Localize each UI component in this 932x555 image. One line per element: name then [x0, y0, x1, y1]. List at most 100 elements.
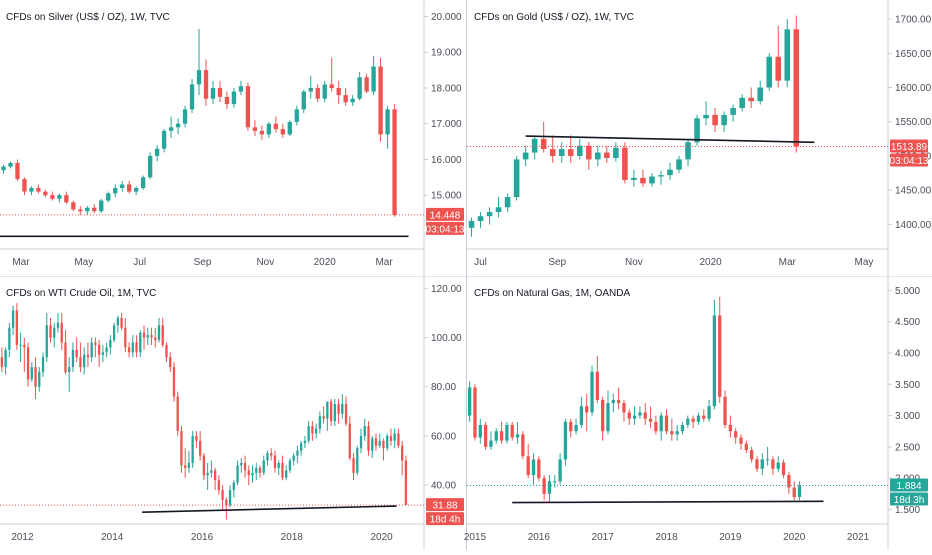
time-scale[interactable]: 2012 2014 2016 2018 2020	[11, 532, 393, 543]
panel-natural-gas[interactable]: CFDs on Natural Gas, 1M, OANDA 1.5002.00…	[464, 277, 928, 550]
candle-up	[139, 332, 142, 353]
price-scale[interactable]: 1400.001450.001500.001550.001600.001650.…	[888, 15, 932, 231]
candle-down	[127, 184, 132, 192]
time-tick-label: Sep	[194, 257, 212, 268]
candle-up	[182, 109, 188, 124]
candle-up	[468, 220, 475, 228]
overlays	[467, 135, 888, 147]
candle-down	[748, 97, 754, 102]
candle-down	[392, 109, 397, 215]
candle-up	[495, 207, 502, 213]
candle-up	[38, 371, 41, 387]
candle-up	[694, 118, 700, 143]
candle-up	[8, 327, 11, 350]
countdown-label: 03:04:13	[890, 156, 929, 167]
candle-up	[676, 159, 682, 170]
time-scale[interactable]: 2015 2016 2017 2018 2019 2020 2021	[464, 532, 870, 543]
candle-down	[247, 470, 250, 476]
candle-down	[22, 179, 27, 192]
time-tick-label: May	[74, 257, 93, 268]
candle-down	[378, 66, 383, 135]
candle-up	[68, 367, 71, 372]
candle-down	[712, 114, 718, 126]
time-tick-label: 2017	[592, 532, 615, 543]
candle-down	[203, 70, 209, 99]
candle-down	[749, 450, 754, 460]
candle-down	[604, 152, 610, 159]
candle-up	[326, 401, 329, 419]
candle-up	[191, 435, 194, 463]
candle-down	[569, 421, 573, 432]
price-labels: 14.448 03:04:13	[426, 207, 465, 235]
candle-up	[140, 177, 146, 189]
candle-up	[41, 357, 45, 372]
candle-up	[168, 127, 174, 131]
time-tick-label: 2015	[464, 532, 487, 543]
candle-up	[147, 155, 153, 178]
candle-up	[228, 490, 232, 505]
time-scale[interactable]: Jul Sep Nov 2020 Mar May	[474, 257, 873, 268]
candle-up	[318, 416, 322, 429]
panel-silver[interactable]: CFDs on Silver (US$ / OZ), 1W, TVC 15.00…	[0, 0, 465, 276]
candle-down	[775, 56, 782, 81]
candle-down	[78, 209, 83, 212]
candle-down	[585, 145, 592, 160]
candle-down	[793, 29, 800, 147]
candle-up	[210, 87, 216, 99]
candle-up	[285, 470, 288, 478]
candle-up	[393, 433, 396, 441]
candle-up	[266, 453, 269, 461]
candle-up	[760, 459, 764, 469]
candle-up	[308, 87, 313, 92]
chart-title: CFDs on Silver (US$ / OZ), 1W, TVC	[6, 12, 170, 23]
candle-down	[755, 459, 759, 469]
panel-gold[interactable]: CFDs on Gold (US$ / OZ), 1W, TVC 1400.00…	[467, 0, 932, 276]
chart-title: CFDs on WTI Crude Oil, 1M, TVC	[6, 288, 156, 299]
candle-down	[352, 458, 355, 473]
candle-up	[696, 415, 701, 422]
candle-up	[494, 431, 498, 441]
price-tick-label: 100.00	[431, 333, 462, 344]
candle-up	[113, 188, 118, 194]
candle-down	[50, 195, 55, 199]
candle-up	[83, 354, 86, 368]
candle-up	[765, 459, 770, 461]
price-scale[interactable]: 40.00 60.00 80.00 100.00 120.00	[424, 284, 462, 492]
time-tick-label: Jul	[474, 257, 487, 268]
candle-down	[26, 347, 30, 380]
panel-wti-crude-oil[interactable]: CFDs on WTI Crude Oil, 1M, TVC 40.00 60.0…	[0, 277, 464, 550]
candle-down	[49, 325, 52, 338]
candle-down	[540, 138, 547, 150]
candle-up	[210, 470, 213, 473]
candle-up	[266, 123, 272, 135]
candle-down	[259, 130, 265, 135]
candle-down	[643, 412, 647, 419]
candle-up	[45, 325, 48, 358]
time-scale[interactable]: Mar May Jul Sep Nov 2020 Mar	[12, 257, 393, 268]
candle-down	[526, 456, 530, 476]
candle-up	[658, 175, 664, 177]
candle-up	[613, 147, 619, 159]
candle-up	[85, 207, 90, 212]
candle-up	[175, 123, 181, 128]
candle-down	[739, 437, 743, 444]
candle-up	[301, 91, 306, 110]
candle-down	[382, 440, 385, 449]
candle-up	[238, 86, 244, 92]
candle-down	[483, 424, 488, 447]
candle-down	[627, 412, 631, 419]
price-tick-label: 1550.00	[895, 117, 932, 128]
candle-up	[797, 485, 802, 497]
price-scale[interactable]: 15.000 16.000 17.000 18.000 19.000 20.000	[424, 12, 462, 202]
price-tick-label: 2.500	[895, 442, 920, 453]
candle-down	[180, 431, 183, 466]
candle-up	[513, 159, 520, 198]
candle-down	[664, 415, 669, 432]
candle-up	[322, 84, 327, 99]
candle-down	[691, 418, 695, 422]
candle-up	[611, 399, 615, 404]
candle-down	[195, 435, 198, 441]
candle-up	[206, 472, 209, 476]
price-tick-label: 1600.00	[895, 83, 932, 94]
price-tick-label: 15.000	[431, 191, 462, 202]
